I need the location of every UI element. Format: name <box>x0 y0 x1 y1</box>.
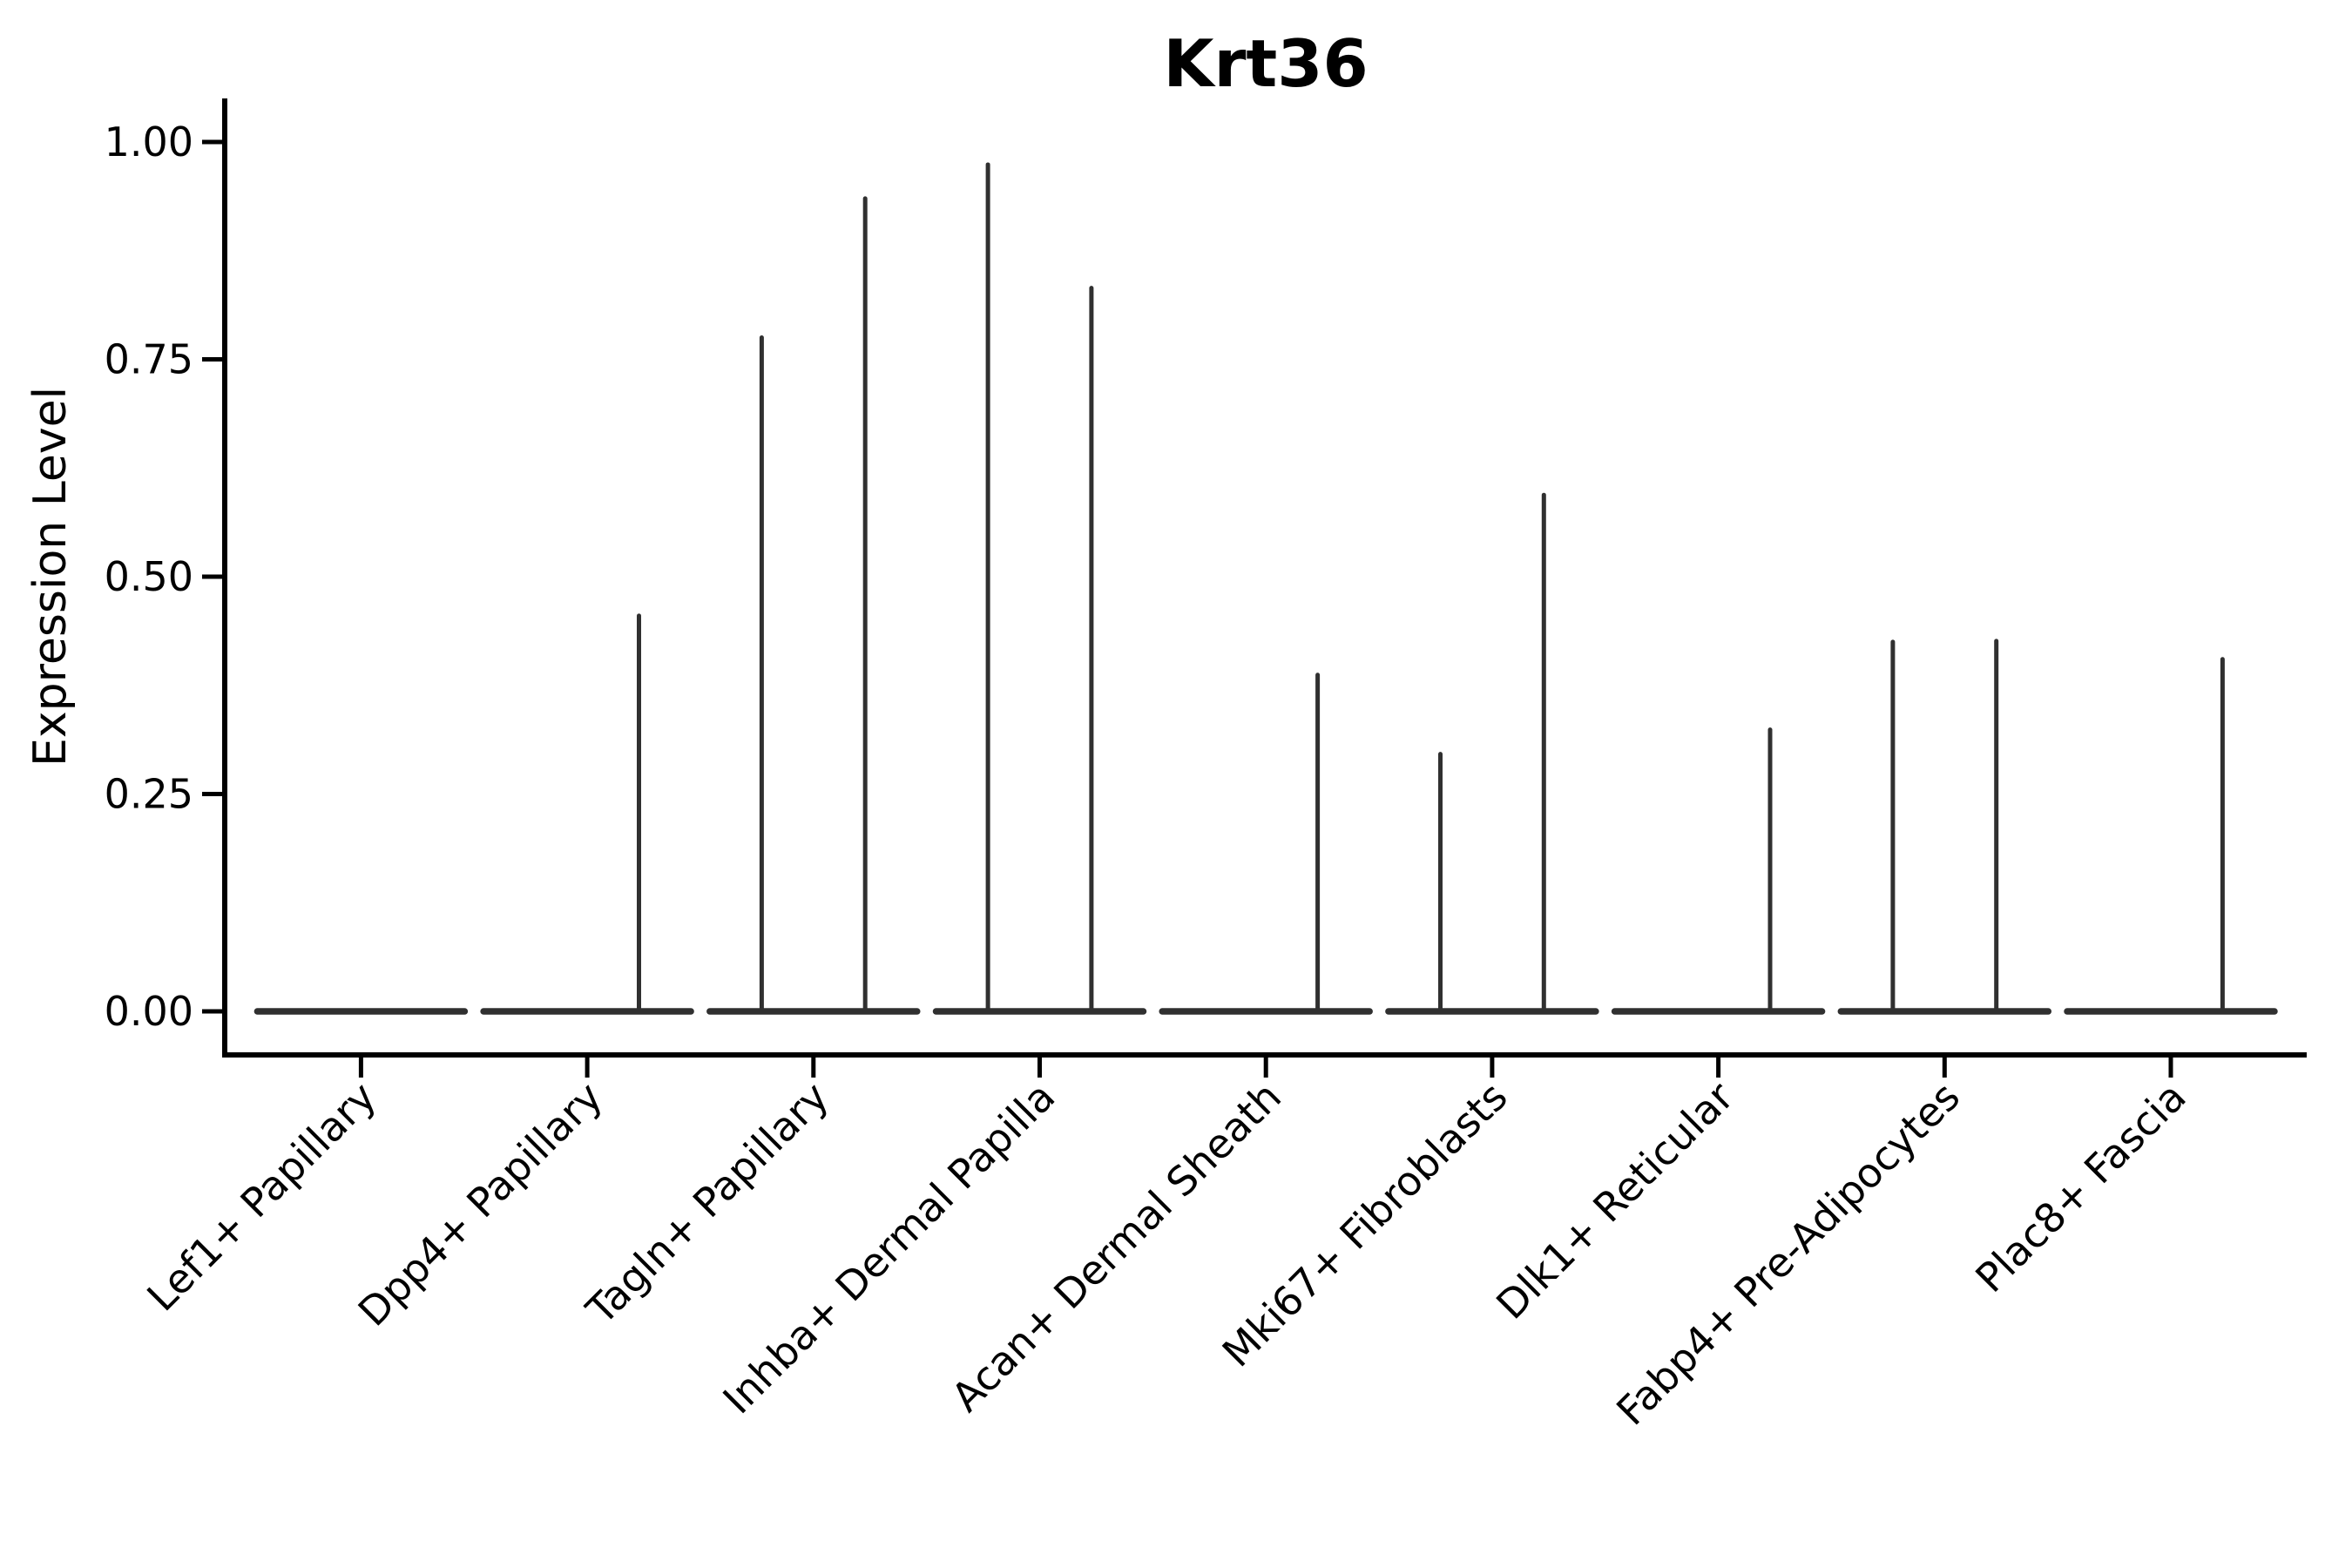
y-tick-label: 0.00 <box>105 988 193 1035</box>
y-tick-label: 0.50 <box>105 553 193 600</box>
y-tick-label: 0.25 <box>105 771 193 818</box>
chart-title: Krt36 <box>1163 25 1369 102</box>
x-category-label: Tagln+ Papillary <box>577 1073 838 1335</box>
y-tick-label: 0.75 <box>105 336 193 383</box>
y-tick-label: 1.00 <box>105 118 193 166</box>
x-category-label: Dpp4+ Papillary <box>349 1073 612 1335</box>
x-category-label: Dlk1+ Reticular <box>1487 1073 1742 1328</box>
x-category-label: Plac8+ Fascia <box>1966 1073 2194 1301</box>
x-category-label: Lef1+ Papillary <box>138 1073 385 1321</box>
